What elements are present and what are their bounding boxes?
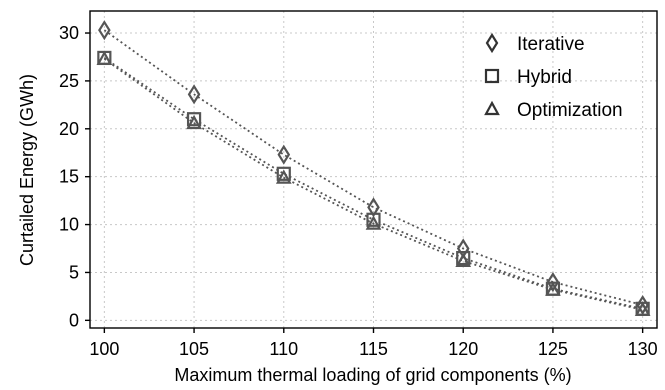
axis-ticks: 100 105 110 115 120 125 130 0 5 10 15 20 25 30: [59, 23, 658, 359]
series-line-optimization: [103, 58, 643, 311]
iterative-point: [187, 84, 201, 105]
legend-marker-iterative: [485, 32, 499, 54]
optimization-point: [96, 50, 113, 65]
iterative-point: [98, 20, 111, 41]
x-tick-label: 125: [538, 339, 568, 359]
y-tick-label: 10: [59, 215, 79, 235]
hybrid-point: [276, 166, 291, 181]
optimization-point: [545, 281, 561, 296]
legend-marker-optimization: [484, 100, 500, 116]
y-axis-label: Curtailed Energy (GWh): [17, 74, 37, 266]
y-tick-label: 25: [59, 71, 79, 91]
x-tick-label: 130: [628, 339, 658, 359]
hybrid-point: [366, 212, 381, 227]
y-tick-label: 5: [69, 262, 79, 282]
plot-series: [96, 20, 651, 316]
x-tick-label: 115: [359, 339, 388, 359]
x-tick-label: 110: [269, 339, 298, 359]
legend-marker-hybrid: [484, 68, 500, 84]
y-tick-label: 30: [59, 23, 79, 43]
x-axis-label: Maximum thermal loading of grid componen…: [174, 365, 571, 385]
optimization-point: [365, 215, 382, 230]
legend-label-iterative: Iterative: [517, 34, 585, 55]
optimization-point: [634, 301, 651, 316]
iterative-point: [546, 271, 560, 293]
legend-label-optimization: Optimization: [517, 100, 623, 121]
x-tick-label: 105: [179, 339, 209, 359]
hybrid-point: [186, 112, 202, 127]
optimization-point: [275, 169, 292, 184]
x-tick-label: 120: [448, 339, 478, 359]
y-tick-label: 15: [59, 167, 79, 187]
iterative-point: [277, 144, 291, 165]
series-optimization: [96, 50, 651, 316]
plot-frame: [89, 10, 658, 329]
grid-lines: [90, 11, 657, 328]
optimization-point: [455, 252, 472, 268]
optimization-point: [186, 114, 202, 130]
y-tick-label: 0: [69, 310, 79, 330]
y-tick-label: 20: [59, 119, 79, 139]
legend: Iterative Hybrid Optimization: [484, 32, 623, 121]
x-tick-label: 100: [89, 339, 119, 359]
series-line-hybrid: [103, 57, 643, 310]
legend-label-hybrid: Hybrid: [517, 67, 572, 88]
